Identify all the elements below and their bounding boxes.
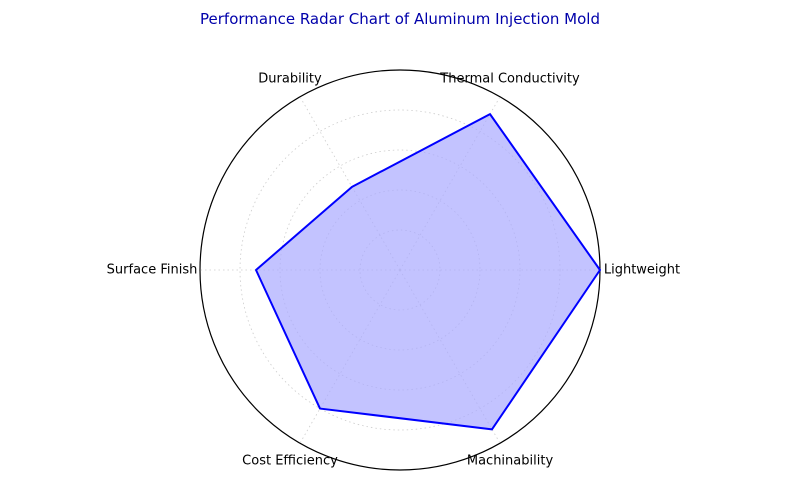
axis-label: Lightweight <box>604 263 680 278</box>
axis-label: Durability <box>258 72 321 87</box>
axis-label: Machinability <box>467 453 553 468</box>
axis-label: Surface Finish <box>107 263 198 278</box>
axis-label: Cost Efficiency <box>242 453 338 468</box>
radar-svg <box>0 0 800 500</box>
radar-chart: Lightweight Thermal Conductivity Durabilit… <box>0 0 800 500</box>
axis-label: Thermal Conductivity <box>440 72 579 87</box>
radar-series <box>256 114 600 429</box>
